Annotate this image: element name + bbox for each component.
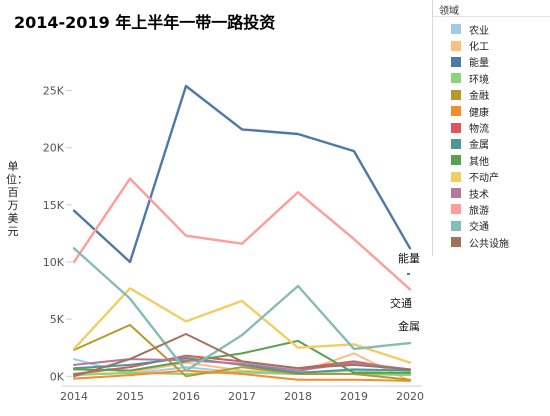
legend-item: 农业 (451, 21, 550, 37)
legend-label: 公共设施 (469, 238, 509, 250)
legend-swatch (451, 106, 461, 117)
y-tick-label: 20K (43, 142, 65, 155)
legend-swatch (451, 188, 461, 199)
series-line (72, 287, 412, 364)
x-tick-label: 2015 (116, 390, 144, 403)
y-tick-label: 15K (43, 199, 65, 212)
legend-item: 不动产 (451, 169, 550, 185)
legend-swatch (451, 73, 461, 84)
y-tick-label: 0K (50, 370, 65, 383)
series-line (73, 339, 411, 374)
y-tick-label: 10K (43, 256, 65, 269)
series-line (73, 323, 411, 381)
legend-label: 物流 (469, 124, 489, 136)
y-tick-label: 5K (50, 313, 65, 326)
legend-swatch (451, 138, 461, 149)
legend-label: 旅游 (469, 205, 489, 217)
legend-label: 农业 (469, 25, 489, 37)
series-line (72, 177, 412, 291)
legend-swatch (451, 56, 461, 67)
series-end-marker (407, 273, 410, 275)
series-annotation: 能量 (398, 251, 420, 265)
legend-list: 农业化工能量环境金融健康物流金属其他不动产技术旅游交通公共设施 (433, 21, 550, 250)
x-tick-label: 2018 (284, 390, 312, 403)
legend-swatch (451, 220, 461, 231)
legend-item: 能量 (451, 54, 550, 70)
legend-label: 金融 (469, 91, 489, 103)
legend-item: 旅游 (451, 201, 550, 217)
series-line (73, 358, 411, 375)
series-line (73, 369, 411, 382)
x-tick-label: 2017 (228, 390, 256, 403)
legend-item: 技术 (451, 185, 550, 201)
legend-item: 交通 (451, 218, 550, 234)
series-line (73, 333, 411, 378)
legend-swatch (451, 122, 461, 133)
legend-swatch (451, 40, 461, 51)
legend-swatch (451, 171, 461, 182)
legend-swatch (451, 24, 461, 35)
legend-item: 健康 (451, 103, 550, 119)
chart-title: 2014-2019 年上半年一带一路投资 (14, 13, 276, 32)
legend-label: 交通 (469, 222, 489, 234)
legend-item: 金融 (451, 87, 550, 103)
legend-label: 健康 (469, 107, 489, 119)
legend-label: 环境 (469, 74, 489, 86)
legend-swatch (451, 204, 461, 215)
series-annotation: 交通 (390, 296, 412, 310)
series-line (72, 247, 412, 372)
legend-label: 化工 (469, 42, 489, 54)
series-line (73, 357, 411, 374)
legend-item: 化工 (451, 37, 550, 53)
legend-label: 金属 (469, 140, 489, 152)
legend: 领域 农业化工能量环境金融健康物流金属其他不动产技术旅游交通公共设施 (432, 0, 550, 256)
legend-item: 物流 (451, 119, 550, 135)
x-tick-label: 2019 (340, 390, 368, 403)
x-tick-label: 2020 (396, 390, 424, 403)
legend-item: 其他 (451, 152, 550, 168)
legend-swatch (451, 237, 461, 248)
series-annotation: 金属 (398, 319, 420, 333)
legend-item: 金属 (451, 136, 550, 152)
legend-label: 能量 (469, 58, 489, 70)
legend-label: 技术 (469, 189, 489, 201)
legend-title: 领域 (433, 0, 550, 17)
legend-label: 不动产 (469, 173, 499, 185)
x-tick-label: 2014 (60, 390, 88, 403)
legend-label: 其他 (469, 156, 489, 168)
legend-item: 公共设施 (451, 234, 550, 250)
series-line (72, 84, 412, 264)
legend-swatch (451, 155, 461, 166)
legend-swatch (451, 89, 461, 100)
x-tick-label: 2016 (172, 390, 200, 403)
y-tick-label: 25K (43, 85, 65, 98)
legend-item: 环境 (451, 70, 550, 86)
